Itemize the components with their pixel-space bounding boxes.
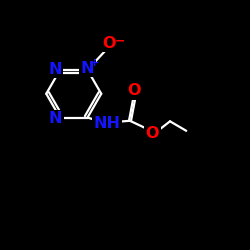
Text: N: N [81,61,94,76]
Text: O: O [146,126,159,141]
Text: N: N [48,62,62,77]
Text: O: O [103,36,116,51]
Text: NH: NH [93,116,120,131]
Text: −: − [114,34,125,47]
Text: +: + [90,58,99,68]
Text: O: O [128,83,141,98]
Text: N: N [49,111,62,126]
